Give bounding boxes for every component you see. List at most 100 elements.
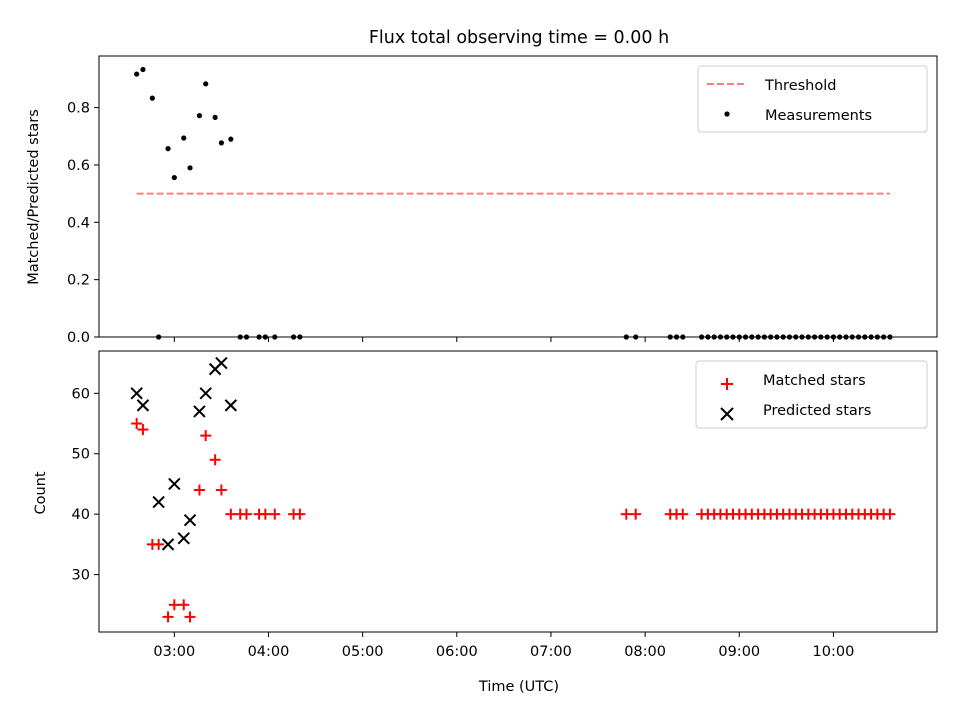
legend-predicted-label: Predicted stars: [763, 403, 871, 419]
measurement-point: [140, 66, 146, 73]
measurement-point: [755, 334, 761, 340]
measurement-point: [711, 334, 717, 340]
measurement-point: [805, 334, 811, 340]
matched-point: [200, 430, 212, 442]
predicted-point: [130, 387, 143, 400]
x-tick-label: 07:00: [530, 644, 572, 660]
top-legend-frame: [697, 65, 928, 133]
predicted-point: [183, 513, 197, 527]
measurement-point: [786, 334, 793, 340]
matched-point: [131, 418, 143, 430]
y-tick-label: 60: [72, 386, 90, 402]
measurement-point: [862, 334, 868, 340]
measurement-point: [887, 334, 893, 340]
measurement-point: [868, 334, 874, 340]
matched-point: [884, 508, 896, 520]
measurement-point: [780, 334, 786, 340]
measurement-point: [680, 334, 686, 340]
measurement-point: [667, 334, 673, 340]
y-tick-label: 0.4: [67, 215, 90, 231]
matched-point: [620, 508, 632, 520]
measurement-point: [855, 334, 862, 340]
top-y-ticks: 0.0 0.2 0.4 0.6 0.8: [67, 101, 99, 346]
predicted-point: [215, 356, 228, 370]
bottom-legend-frame: [695, 360, 928, 429]
matched-point: [184, 611, 196, 623]
measurement-point: [623, 334, 629, 340]
predicted-point: [224, 399, 238, 412]
measurement-point: [742, 334, 749, 340]
y-tick-label: 0.6: [67, 158, 90, 174]
measurement-point: [881, 334, 887, 340]
top-y-axis-label: Matched/Predicted stars: [26, 109, 42, 285]
bottom-axes-frame: [98, 350, 938, 633]
bottom-y-ticks: 30 40 50 60: [72, 386, 99, 584]
measurement-point: [818, 334, 824, 340]
measurement-point: [730, 334, 736, 340]
matched-point: [677, 508, 689, 520]
matched-point: [137, 424, 149, 436]
matched-point: [630, 508, 642, 520]
measurement-point: [134, 71, 140, 77]
measurement-point: [874, 334, 880, 340]
measurement-point: [203, 81, 209, 87]
matched-point: [162, 611, 174, 623]
x-tick-label: 05:00: [342, 644, 384, 660]
measurement-point: [724, 334, 730, 340]
legend-predicted-swatch: [720, 407, 734, 421]
bottom-x-axis-label: Time (UTC): [478, 679, 559, 695]
matched-point: [153, 538, 165, 550]
x-tick-label: 06:00: [436, 644, 478, 660]
measurement-point: [699, 334, 705, 340]
top-axes-frame: [98, 55, 938, 338]
legend-measurement-swatch: [724, 111, 730, 117]
legend-measurements-label: Measurements: [765, 108, 872, 124]
measurement-point: [749, 334, 755, 340]
x-tick-label: 08:00: [624, 644, 666, 660]
y-tick-label: 0.2: [67, 273, 90, 289]
predicted-point: [177, 532, 190, 545]
measurement-point: [793, 334, 799, 340]
measurement-point: [633, 334, 639, 340]
measurement-point: [811, 334, 818, 340]
measurement-point: [218, 140, 225, 146]
measurement-point: [165, 146, 171, 152]
predicted-point: [161, 538, 175, 551]
y-tick-label: 0.8: [67, 101, 90, 117]
measurement-point: [262, 334, 268, 340]
matched-point: [215, 484, 227, 496]
x-tick-label: 10:00: [813, 644, 855, 660]
measurement-point: [768, 334, 774, 340]
figure-title: Flux total observing time = 0.00 h: [369, 28, 669, 48]
matched-point: [294, 508, 306, 520]
top-legend: Threshold Measurements: [697, 65, 928, 133]
predicted-point: [199, 387, 212, 400]
matched-point: [225, 508, 237, 520]
y-tick-label: 40: [72, 507, 90, 523]
y-tick-label: 30: [72, 568, 90, 584]
measurement-point: [272, 334, 278, 340]
top-marks: [134, 66, 893, 340]
measurement-point: [237, 334, 243, 340]
measurement-point: [849, 334, 855, 340]
legend-matched-swatch: [721, 378, 733, 390]
measurement-point: [187, 165, 193, 171]
measurement-point: [243, 334, 250, 340]
predicted-point: [193, 405, 206, 418]
predicted-point: [168, 477, 181, 491]
measurement-point: [837, 334, 843, 340]
measurement-point: [228, 136, 234, 142]
matched-point: [259, 508, 271, 520]
top-x-ticks: [173, 337, 834, 342]
predicted-point: [136, 399, 150, 412]
matched-point: [269, 508, 281, 520]
measurement-point: [196, 113, 203, 119]
y-tick-label: 0.0: [67, 330, 90, 346]
x-tick-label: 04:00: [248, 644, 290, 660]
bottom-y-axis-label: Count: [33, 471, 49, 514]
measurement-point: [256, 334, 262, 340]
matched-point: [178, 599, 190, 611]
measurement-point: [843, 334, 849, 340]
